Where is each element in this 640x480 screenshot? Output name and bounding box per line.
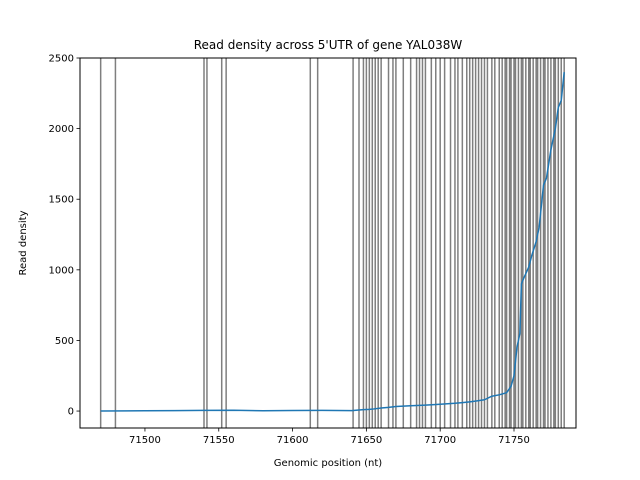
vertical-lines [99,58,565,428]
x-tick-label: 71650 [350,435,382,446]
x-axis-label: Genomic position (nt) [274,458,383,469]
x-tick-label: 71500 [129,435,161,446]
y-tick-label: 1500 [49,195,74,206]
y-axis-label: Read density [18,210,29,275]
x-tick-label: 71700 [424,435,456,446]
y-axis-ticks: 0 500 1000 1500 2000 2500 [49,54,80,418]
series-line [100,72,565,412]
chart-title: Read density across 5'UTR of gene YAL038… [194,38,463,52]
series-layer [100,72,565,412]
plot-frame [79,57,577,429]
y-tick-label: 1000 [49,265,74,276]
x-axis-ticks: 71500 71550 71600 71650 71700 71750 [129,428,530,446]
x-tick-label: 71550 [203,435,235,446]
y-tick-label: 500 [55,336,74,347]
x-tick-label: 71750 [498,435,530,446]
y-tick-label: 2500 [49,54,74,65]
y-tick-label: 2000 [49,124,74,135]
plot-area [80,58,576,428]
x-tick-label: 71600 [277,435,309,446]
y-tick-label: 0 [68,407,74,418]
